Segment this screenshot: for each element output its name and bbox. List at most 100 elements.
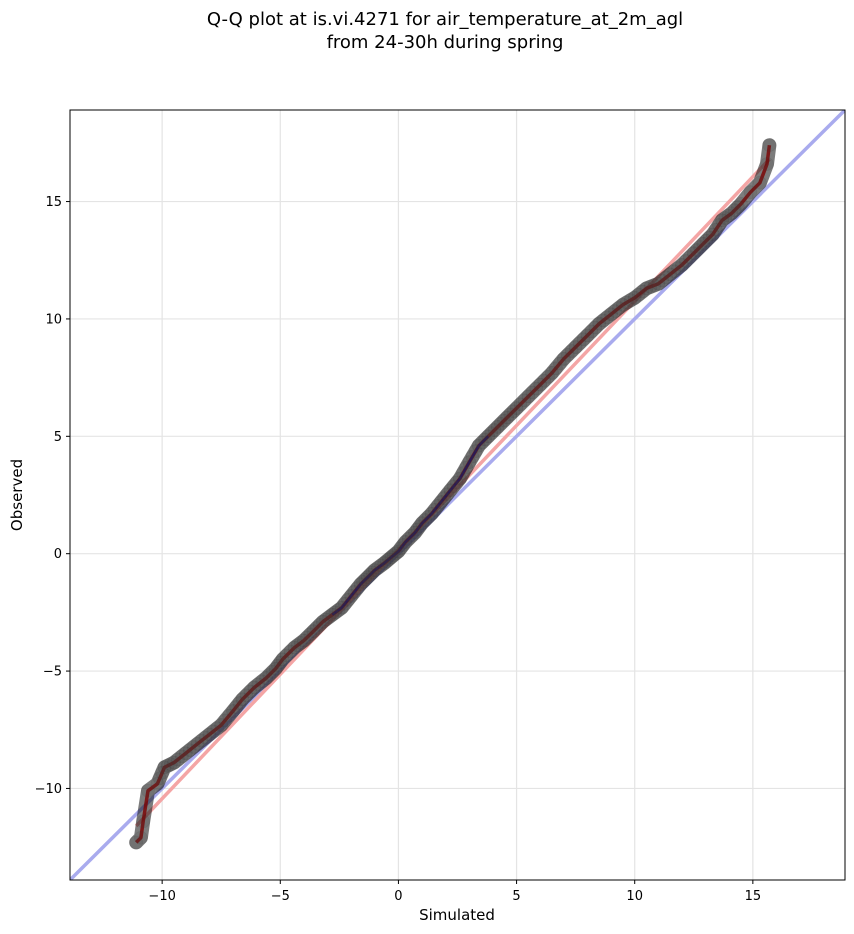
quantile-point (398, 535, 413, 549)
chart-title-line-1: Q-Q plot at is.vi.4271 for air_temperatu… (207, 9, 683, 30)
quantile-point (328, 605, 343, 620)
quantile-point (627, 290, 642, 305)
quantile-point (549, 361, 563, 376)
quantile-point (415, 516, 429, 531)
quantile-point (730, 200, 745, 214)
quantile-point (404, 528, 419, 543)
quantile-point (303, 627, 318, 642)
quantile-point (537, 373, 552, 388)
quantile-point (360, 570, 375, 585)
quantile-point (576, 332, 591, 347)
quantile-point (465, 449, 480, 464)
quantile-point (265, 664, 280, 679)
quantile-point (198, 730, 213, 745)
quantile-point (541, 369, 555, 384)
quantile-point (347, 585, 362, 599)
quantile-point (604, 307, 618, 322)
quantile-point (449, 475, 464, 490)
grid-lines (70, 110, 845, 880)
quantile-trace-blue (331, 435, 490, 616)
quantile-point (533, 377, 548, 392)
quantile-point (268, 661, 283, 676)
y-tick-label: −10 (35, 782, 62, 797)
quantile-point (513, 397, 528, 412)
quantile-point (315, 614, 330, 629)
quantile-point (430, 499, 445, 513)
quantile-point (493, 416, 508, 431)
quantile-point (509, 401, 524, 416)
quantile-point (592, 316, 607, 331)
quantile-point (290, 638, 305, 653)
quantile-point (525, 385, 540, 400)
quantile-point (529, 381, 544, 396)
quantile-point (353, 577, 368, 592)
quantile-point (619, 295, 634, 310)
quantile-point (675, 258, 689, 272)
quantile-point (259, 671, 274, 686)
quantile-point (481, 429, 496, 444)
quantile-point (600, 310, 615, 325)
quantile-point (194, 733, 209, 748)
quantile-point (275, 652, 290, 667)
quantile-point (214, 718, 229, 732)
quantile-point (760, 157, 774, 171)
quantile-point (705, 227, 720, 242)
quantile-point (724, 206, 739, 221)
quantile-point (393, 541, 408, 556)
quantile-point (150, 776, 165, 791)
quantile-point (427, 502, 442, 517)
quantile-point (186, 740, 201, 754)
quantile-point (229, 700, 244, 714)
quantile-point (129, 835, 144, 850)
quantile-point (440, 487, 455, 502)
quantile-point (136, 814, 151, 829)
quantile-point (271, 658, 285, 673)
quantile-point (133, 830, 148, 845)
quantile-point (584, 324, 599, 339)
quantile-point (743, 185, 758, 200)
quantile-point (363, 567, 377, 582)
quantile-point (708, 222, 723, 237)
quantile-point (319, 612, 333, 627)
quantile-point (727, 203, 742, 218)
axis-ticks: −10 −5 0 5 10 15 −10 −5 0 5 10 15 (35, 195, 762, 904)
quantile-point (334, 600, 349, 615)
quantile-point (163, 757, 178, 772)
quantile-point (408, 525, 422, 540)
y-tick-label: 15 (45, 195, 62, 210)
quantile-point (297, 633, 311, 648)
quantile-point (206, 724, 221, 739)
quantile-point (356, 574, 370, 589)
quantile-point (545, 366, 559, 380)
quantile-point (167, 755, 181, 770)
quantile-point (391, 544, 406, 559)
quantile-point (721, 208, 736, 223)
quantile-point (202, 727, 217, 742)
x-tick-label: −10 (148, 889, 175, 904)
quantile-point (663, 267, 678, 282)
quantile-point (283, 644, 298, 659)
quantile-point (762, 138, 777, 153)
quantile-point (552, 356, 567, 371)
plot-area (70, 110, 845, 880)
quantile-point (243, 684, 258, 699)
quantile-point (410, 522, 425, 537)
quantile-point (279, 648, 294, 663)
quantile-point (157, 760, 172, 775)
quantile-point (588, 320, 603, 335)
quantile-point (174, 749, 189, 764)
quantile-point (478, 432, 492, 447)
quantile-point (753, 175, 767, 190)
x-tick-label: 0 (394, 889, 402, 904)
x-tick-label: 5 (512, 889, 520, 904)
quantile-point (712, 218, 726, 232)
quantile-point (560, 348, 575, 362)
quantile-point (262, 668, 277, 682)
quantile-point (344, 589, 359, 603)
y-tick-label: −5 (43, 665, 62, 680)
quantile-point (693, 240, 707, 254)
quantile-point (358, 572, 373, 587)
quantile-point (468, 444, 483, 459)
quantile-point (556, 351, 571, 366)
